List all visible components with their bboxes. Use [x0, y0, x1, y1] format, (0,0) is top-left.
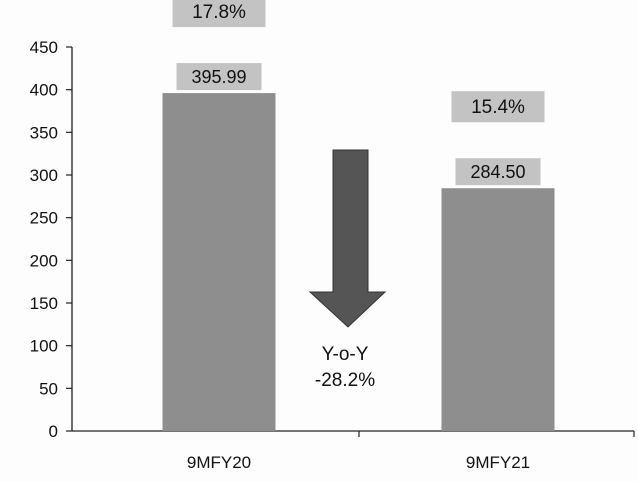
axes: 0 50 100 150 200 250 300 350 400 450 [30, 38, 635, 441]
bar [162, 93, 276, 431]
y-tick-label: 50 [39, 379, 58, 398]
bars [162, 93, 555, 431]
data-labels: 9MFY20 395.99 17.8% 9MFY21 284.50 15.4% [172, 0, 545, 472]
y-tick-label: 450 [30, 38, 58, 57]
percent-label-box [451, 91, 545, 123]
x-tick-label: 9MFY20 [187, 453, 251, 472]
yoy-annotation: Y-o-Y -28.2% [308, 149, 387, 391]
y-tick-label: 150 [30, 294, 58, 313]
value-label: 395.99 [191, 67, 246, 87]
y-tick-label: 400 [30, 81, 58, 100]
yoy-percent: -28.2% [315, 370, 375, 391]
y-tick-label: 200 [30, 251, 58, 270]
down-arrow-icon [308, 149, 387, 328]
value-label-box [176, 63, 262, 91]
y-tick-label: 0 [49, 422, 58, 441]
percent-label-box [172, 0, 266, 28]
value-label-box [455, 158, 541, 186]
bar [441, 188, 555, 431]
y-tick-label: 300 [30, 166, 58, 185]
value-label: 284.50 [470, 162, 525, 182]
y-tick-label: 350 [30, 123, 58, 142]
y-tick-label: 100 [30, 337, 58, 356]
yoy-label: Y-o-Y [322, 344, 369, 365]
x-tick-label: 9MFY21 [466, 453, 530, 472]
y-tick-label: 250 [30, 209, 58, 228]
percent-label: 17.8% [192, 2, 246, 23]
percent-label: 15.4% [471, 97, 525, 118]
